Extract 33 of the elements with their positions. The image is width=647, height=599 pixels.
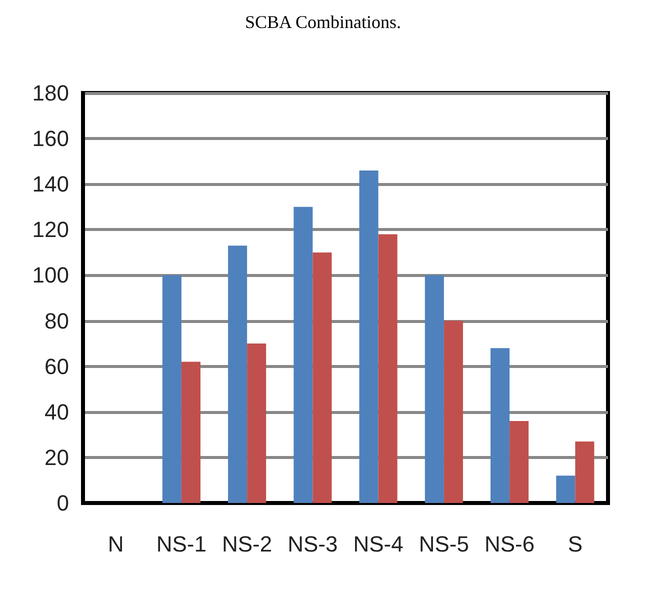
bar <box>162 275 182 503</box>
y-tick-label: 80 <box>44 308 69 334</box>
bar <box>312 252 332 503</box>
y-tick-label: 100 <box>32 262 69 288</box>
y-tick-label: 0 <box>56 490 69 516</box>
y-tick-label: 140 <box>32 172 69 197</box>
bar <box>444 320 463 503</box>
bar <box>378 234 398 503</box>
y-tick-label: 160 <box>32 126 69 152</box>
bar <box>510 421 529 503</box>
bar <box>490 348 510 503</box>
y-tick-label: 120 <box>32 217 69 242</box>
y-tick-label: 180 <box>32 80 69 106</box>
bar <box>424 275 444 503</box>
y-tick-label: 60 <box>44 354 69 379</box>
x-tick-label: S <box>568 532 583 556</box>
x-tick-label: NS-2 <box>222 532 272 556</box>
bar <box>247 344 266 503</box>
x-tick-label: NS-6 <box>484 532 535 556</box>
chart-title: SCBA Combinations. <box>244 12 402 32</box>
x-tick-label: NS-5 <box>418 532 469 556</box>
y-tick-label: 40 <box>44 399 69 424</box>
bar <box>294 206 313 503</box>
bar <box>556 476 576 503</box>
x-tick-label: NS-1 <box>156 532 206 556</box>
bar <box>228 246 248 503</box>
x-tick-label: NS-3 <box>288 532 338 556</box>
bar <box>359 170 378 503</box>
bar <box>575 442 594 503</box>
y-tick-label: 20 <box>44 444 69 470</box>
x-tick-label: N <box>108 532 124 556</box>
x-tick-label: NS-4 <box>353 532 404 556</box>
bar <box>181 362 200 503</box>
